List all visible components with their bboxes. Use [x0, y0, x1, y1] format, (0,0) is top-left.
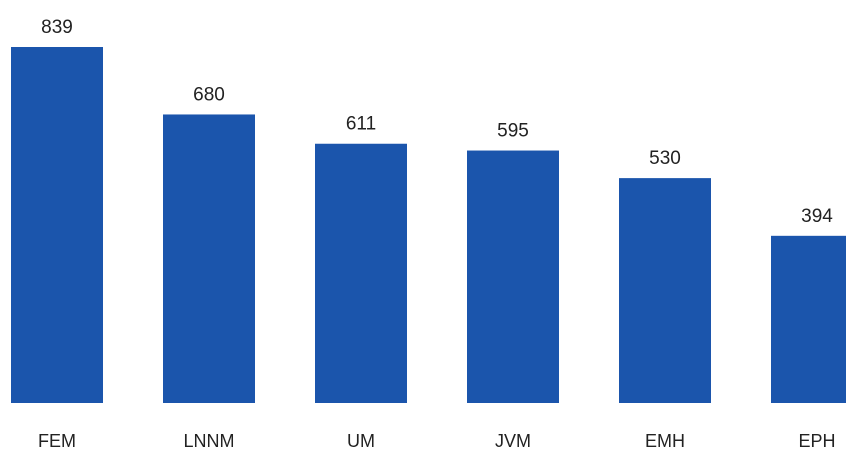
bar-fem: [11, 47, 103, 403]
bar-jvm: [467, 150, 559, 403]
category-label-jvm: JVM: [495, 431, 531, 451]
bars-group: [11, 47, 846, 403]
value-label-um: 611: [346, 114, 376, 135]
value-label-eph: 394: [801, 206, 833, 227]
category-label-emh: EMH: [645, 431, 685, 451]
bar-lnnm: [163, 114, 255, 403]
bar-eph: [771, 235, 846, 403]
bar-emh: [619, 178, 711, 403]
value-label-emh: 530: [649, 148, 681, 169]
category-labels-group: FEM LNNM UM JVM EMH EPH: [38, 431, 836, 451]
value-label-fem: 839: [41, 17, 73, 38]
category-label-eph: EPH: [798, 431, 835, 451]
bar-um: [315, 143, 407, 403]
category-label-um: UM: [347, 431, 375, 451]
value-labels-group: 839 680 611 595 530 394: [41, 17, 833, 227]
category-label-fem: FEM: [38, 431, 76, 451]
category-label-lnnm: LNNM: [183, 431, 234, 451]
value-label-jvm: 595: [497, 121, 529, 142]
value-label-lnnm: 680: [193, 84, 225, 105]
